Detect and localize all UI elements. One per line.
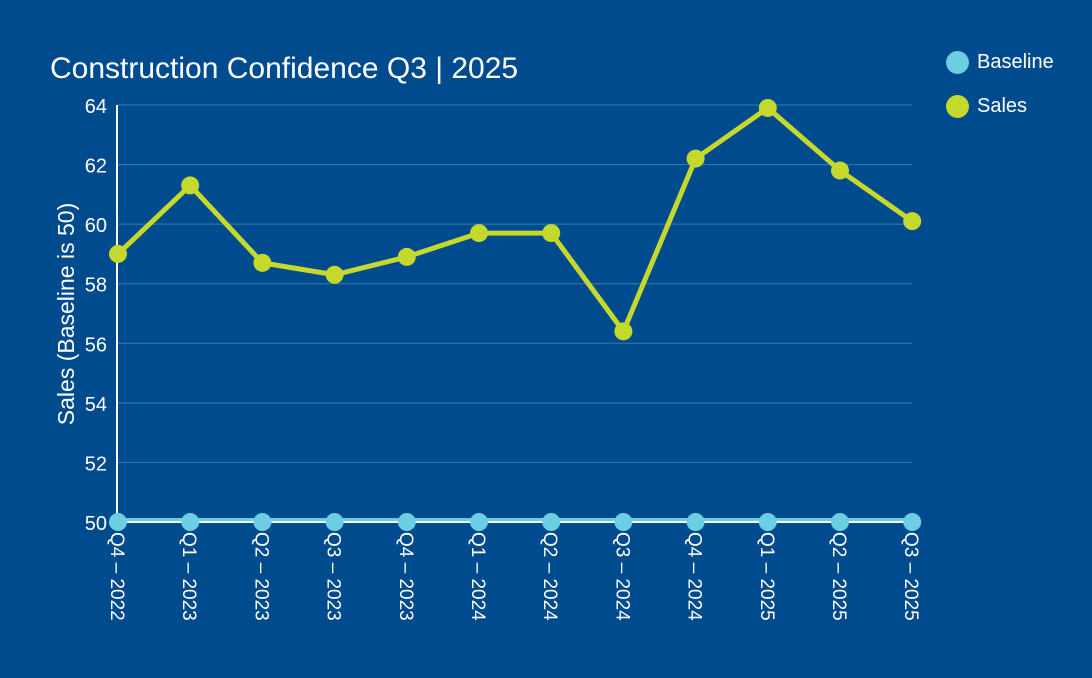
data-point-baseline [542, 513, 561, 531]
y-tick-label: 62 [85, 156, 107, 178]
x-tick-label: Q1 – 2024 [467, 532, 488, 621]
data-point-sales [325, 265, 344, 284]
x-tick-label: Q2 – 2025 [828, 532, 849, 621]
y-tick-label: 50 [85, 513, 107, 535]
data-point-sales [686, 149, 705, 168]
data-point-baseline [470, 513, 488, 531]
x-tick-label: Q1 – 2025 [756, 532, 777, 621]
x-tick-label: Q3 – 2025 [900, 532, 921, 621]
legend-sales-label: Sales [977, 95, 1028, 117]
legend-sales-marker-icon [946, 95, 969, 118]
data-point-sales [181, 176, 200, 195]
series-line-sales [116, 105, 914, 334]
legend-baseline-marker-icon [946, 51, 969, 74]
y-tick-label: 58 [85, 275, 107, 297]
data-point-baseline [758, 513, 777, 531]
data-point-baseline [614, 513, 633, 531]
data-point-baseline [397, 513, 416, 531]
y-tick-label: 60 [85, 215, 107, 237]
data-point-baseline [686, 513, 705, 531]
y-tick-label: 52 [85, 453, 107, 475]
data-point-baseline [903, 513, 922, 531]
data-point-baseline [253, 513, 272, 531]
data-point-sales [397, 247, 416, 266]
data-point-sales [614, 322, 633, 341]
data-point-sales [542, 224, 561, 243]
y-tick-label: 56 [85, 334, 107, 356]
data-point-sales [758, 98, 777, 117]
x-tick-label: Q4 – 2024 [684, 532, 705, 621]
y-tick-label: 64 [85, 96, 107, 118]
data-point-baseline [325, 513, 344, 531]
data-point-sales [470, 224, 488, 243]
x-tick-label: Q4 – 2023 [395, 532, 416, 621]
legend-item-sales[interactable]: Sales [946, 95, 1027, 118]
x-tick-label: Q3 – 2024 [611, 532, 632, 621]
data-point-sales [903, 212, 922, 231]
data-point-baseline [831, 513, 849, 531]
x-tick-label: Q3 – 2023 [323, 532, 344, 621]
y-tick-label: 54 [85, 394, 107, 416]
data-point-sales [253, 253, 272, 272]
data-point-sales [831, 161, 849, 180]
data-point-baseline [109, 513, 127, 531]
chart-title: Construction Confidence Q3 | 2025 [50, 52, 519, 85]
x-tick-label: Q2 – 2023 [250, 532, 271, 621]
x-tick-label: Q4 – 2022 [106, 532, 127, 621]
y-axis-label: Sales (Baseline is 50) [53, 203, 79, 425]
x-tick-label: Q1 – 2023 [178, 532, 199, 621]
legend-baseline-label: Baseline [977, 51, 1054, 73]
x-tick-label: Q2 – 2024 [539, 532, 560, 621]
data-point-baseline [181, 513, 200, 531]
data-point-sales [109, 244, 127, 263]
legend-item-baseline[interactable]: Baseline [946, 51, 1054, 74]
